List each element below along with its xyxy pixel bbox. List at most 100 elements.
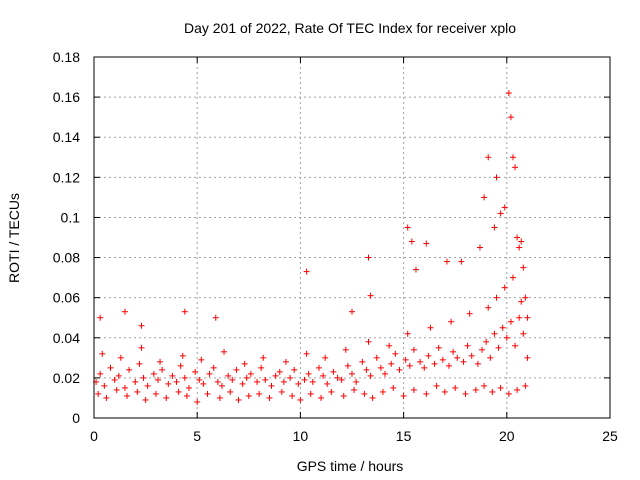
data-point xyxy=(157,358,164,365)
data-point xyxy=(522,382,529,389)
data-point xyxy=(520,330,527,337)
plot-frame xyxy=(93,56,611,419)
data-point xyxy=(421,364,428,371)
data-point xyxy=(291,366,298,373)
data-point xyxy=(266,394,273,401)
data-point xyxy=(408,238,415,245)
data-point xyxy=(138,344,145,351)
data-point xyxy=(446,362,453,369)
data-point xyxy=(410,346,417,353)
data-point xyxy=(474,360,481,367)
data-point xyxy=(509,154,516,161)
data-point xyxy=(441,388,448,395)
data-point xyxy=(340,392,347,399)
data-point xyxy=(365,338,372,345)
data-point xyxy=(342,346,349,353)
data-point xyxy=(516,314,523,321)
data-point xyxy=(305,370,312,377)
data-point xyxy=(503,334,510,341)
data-point xyxy=(505,90,512,97)
data-point xyxy=(126,366,133,373)
data-point xyxy=(373,354,380,361)
data-point xyxy=(324,380,331,387)
data-point xyxy=(361,390,368,397)
data-point xyxy=(495,344,502,351)
data-point xyxy=(221,348,228,355)
y-tick-label: 0.16 xyxy=(53,89,80,105)
data-point xyxy=(386,342,393,349)
data-point xyxy=(315,364,322,371)
data-point xyxy=(268,382,275,389)
data-point xyxy=(338,376,345,383)
data-point xyxy=(493,174,500,181)
data-point xyxy=(514,386,521,393)
data-point xyxy=(425,352,432,359)
data-point xyxy=(489,388,496,395)
x-axis-label: GPS time / hours xyxy=(297,458,404,474)
data-point xyxy=(388,360,395,367)
x-tick-label: 0 xyxy=(90,428,98,444)
data-point xyxy=(262,376,269,383)
data-point xyxy=(289,392,296,399)
data-point xyxy=(481,382,488,389)
data-point xyxy=(412,266,419,273)
data-point xyxy=(142,396,149,403)
data-point xyxy=(297,396,304,403)
data-point xyxy=(367,292,374,299)
data-point xyxy=(140,374,147,381)
data-point xyxy=(214,378,221,385)
data-point xyxy=(132,378,139,385)
data-point xyxy=(349,370,355,377)
y-tick-label: 0.08 xyxy=(53,250,80,266)
data-point xyxy=(369,394,376,401)
data-point xyxy=(410,386,417,393)
data-point xyxy=(95,390,102,397)
data-point xyxy=(524,354,531,361)
data-point xyxy=(303,268,310,275)
data-point xyxy=(235,396,242,403)
data-point xyxy=(210,364,217,371)
data-point xyxy=(185,384,192,391)
x-tick-label: 25 xyxy=(602,428,618,444)
data-point xyxy=(309,378,316,385)
data-point xyxy=(206,370,213,377)
y-tick-label: 0.1 xyxy=(61,209,81,225)
data-point xyxy=(518,298,525,305)
data-point xyxy=(334,374,341,381)
data-point xyxy=(479,346,486,353)
data-point xyxy=(344,362,351,369)
data-point xyxy=(243,374,250,381)
data-point xyxy=(493,294,500,301)
data-point xyxy=(239,380,246,387)
data-point xyxy=(183,392,190,399)
data-point xyxy=(295,380,302,387)
data-point xyxy=(254,378,261,385)
data-point xyxy=(175,388,182,395)
data-point xyxy=(462,390,469,397)
data-point xyxy=(450,348,457,355)
data-point xyxy=(318,394,325,401)
data-point xyxy=(198,356,205,363)
data-point xyxy=(509,274,516,281)
data-point xyxy=(101,382,108,389)
data-point xyxy=(423,240,430,247)
data-point xyxy=(367,372,374,379)
y-tick-labels: 0 0.02 0.04 0.06 0.08 0.1 0.12 0.14 0.16 0.18 xyxy=(53,49,80,426)
data-point xyxy=(522,294,529,301)
data-point xyxy=(505,390,512,397)
data-point xyxy=(192,368,199,375)
data-point xyxy=(322,354,329,361)
data-point xyxy=(121,384,128,391)
data-point xyxy=(516,244,523,251)
data-point xyxy=(485,154,492,161)
data-points xyxy=(93,90,531,405)
data-point xyxy=(320,372,327,379)
data-point xyxy=(501,284,508,291)
data-point xyxy=(353,378,360,385)
y-tick-label: 0.12 xyxy=(53,169,80,185)
data-point xyxy=(144,382,151,389)
data-point xyxy=(278,388,285,395)
data-point xyxy=(280,378,287,385)
data-point xyxy=(483,338,490,345)
